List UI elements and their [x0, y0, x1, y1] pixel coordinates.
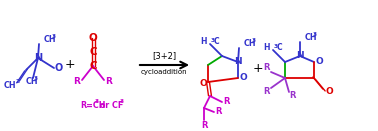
Text: R: R	[290, 91, 296, 100]
Text: C: C	[277, 42, 283, 51]
Text: CH: CH	[44, 36, 57, 45]
Text: 3: 3	[274, 45, 278, 50]
Text: N: N	[34, 53, 42, 63]
Text: 3: 3	[34, 76, 38, 81]
Text: 3: 3	[211, 39, 215, 43]
Text: CH: CH	[3, 81, 16, 89]
Text: N: N	[234, 58, 242, 67]
Text: R: R	[74, 78, 81, 86]
Text: O: O	[55, 63, 63, 73]
Text: R: R	[223, 97, 229, 107]
Text: 3: 3	[95, 99, 99, 104]
Text: C: C	[214, 37, 220, 45]
Text: +: +	[253, 61, 263, 75]
Text: O: O	[239, 73, 247, 83]
Text: cycloaddition: cycloaddition	[141, 69, 187, 75]
Text: R: R	[264, 64, 270, 72]
Text: 2: 2	[16, 79, 20, 84]
Text: R: R	[215, 108, 221, 116]
Text: O: O	[88, 33, 98, 43]
Text: R: R	[105, 78, 112, 86]
Text: O: O	[325, 88, 333, 97]
Text: C: C	[89, 61, 97, 71]
Text: +: +	[65, 59, 75, 72]
Text: 3: 3	[313, 32, 317, 37]
Text: [3+2]: [3+2]	[152, 51, 176, 61]
Text: O: O	[199, 78, 207, 88]
Text: R: R	[201, 121, 207, 130]
Text: CH: CH	[244, 40, 257, 48]
Text: H: H	[263, 42, 270, 51]
Text: 3: 3	[252, 38, 256, 43]
Text: R=CH: R=CH	[80, 100, 105, 110]
Text: 3: 3	[52, 34, 56, 39]
Text: C: C	[89, 47, 97, 57]
Text: N: N	[296, 51, 304, 61]
Text: H: H	[200, 37, 207, 45]
Text: R: R	[264, 88, 270, 97]
Text: O: O	[315, 58, 323, 67]
Text: 3: 3	[120, 99, 124, 104]
Text: CH: CH	[305, 34, 318, 42]
Text: or CF: or CF	[97, 100, 123, 110]
Text: CH: CH	[26, 78, 39, 86]
